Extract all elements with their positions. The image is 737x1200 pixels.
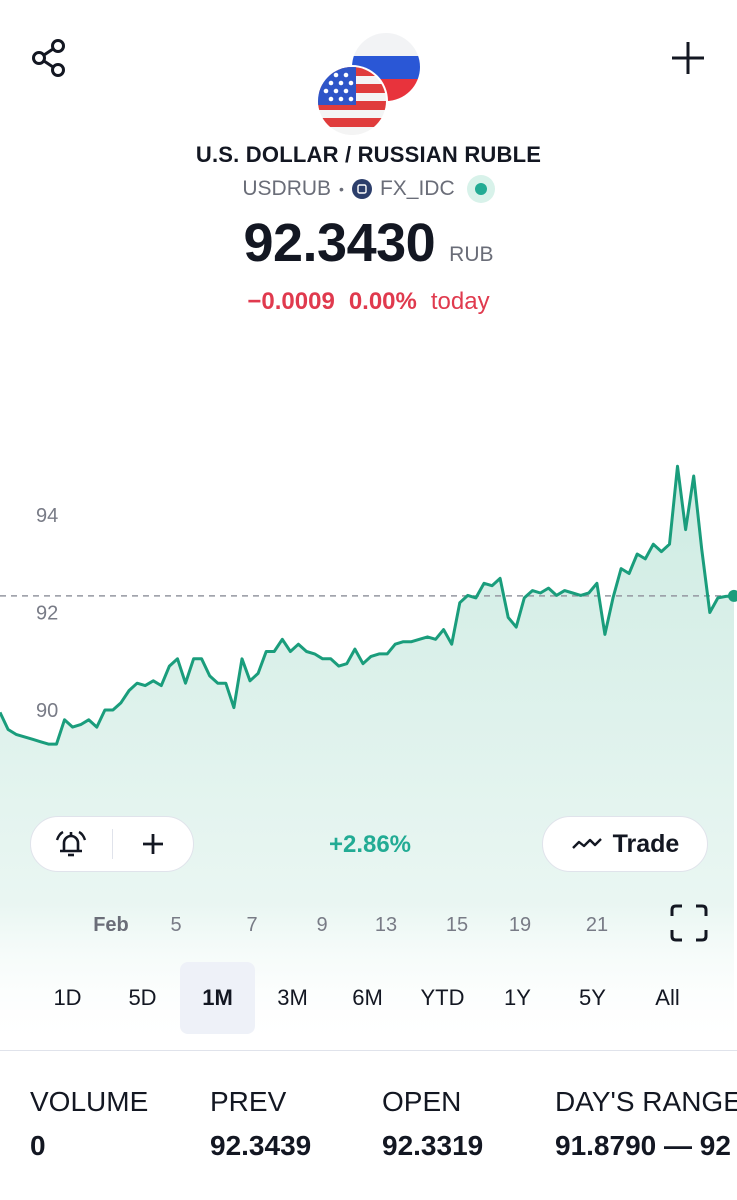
symbol-line: USDRUB • FX_IDC: [0, 175, 737, 203]
price-chart[interactable]: 94 92 90: [0, 330, 737, 1050]
period-change-percent: +2.86%: [328, 831, 412, 858]
stat-prev: PREV 92.3439: [210, 1086, 311, 1162]
market-open-dot-icon: [474, 183, 487, 195]
x-tick-label: 7: [246, 914, 258, 936]
chart-action-group: [30, 816, 194, 872]
us-flag-icon: [318, 67, 386, 135]
last-price: 92.3430: [243, 213, 436, 273]
y-tick-label: 94: [36, 505, 58, 527]
stat-label: DAY'S RANGE: [555, 1086, 737, 1117]
create-alert-button[interactable]: [31, 817, 112, 871]
alarm-clock-icon: [56, 830, 87, 857]
change-absolute: −0.0009: [247, 288, 335, 315]
data-source[interactable]: FX_IDC: [379, 177, 455, 200]
last-price-point: [728, 589, 737, 602]
change-row: −0.0009 0.00% today: [0, 288, 737, 316]
separator: •: [339, 181, 344, 197]
stat-label: OPEN: [382, 1086, 462, 1117]
period-6m[interactable]: 6M: [352, 985, 383, 1010]
divider: [111, 829, 113, 859]
price-currency: RUB: [449, 243, 494, 266]
add-to-watchlist-button[interactable]: [668, 38, 708, 78]
period-1m[interactable]: 1M: [180, 962, 255, 1034]
period-selector: 1D 5D 1M 3M 6M YTD 1Y 5Y All: [30, 962, 720, 1034]
plus-icon: [672, 42, 704, 74]
trend-icon: [571, 838, 602, 849]
x-tick-label: 9: [316, 914, 328, 936]
market-status-badge[interactable]: [466, 175, 495, 203]
plus-icon: [142, 834, 163, 854]
period-5y[interactable]: 5Y: [579, 985, 606, 1010]
fullscreen-button[interactable]: [668, 902, 710, 944]
expand-corners-icon: [670, 904, 708, 942]
price-row: 92.3430 RUB: [0, 212, 737, 274]
stat-label: PREV: [210, 1086, 287, 1117]
x-tick-label: Feb: [93, 914, 129, 936]
period-1d[interactable]: 1D: [53, 985, 82, 1010]
x-tick-label: 13: [374, 914, 398, 936]
stat-value: 91.8790 — 92: [555, 1130, 731, 1161]
stat-volume: VOLUME 0: [30, 1086, 148, 1162]
period-ytd[interactable]: YTD: [420, 985, 465, 1010]
share-icon: [32, 39, 65, 77]
change-period: today: [430, 288, 490, 315]
y-tick-label: 90: [36, 700, 58, 722]
x-tick-label: 19: [508, 914, 532, 936]
stat-value: 0: [30, 1130, 46, 1161]
stat-label: VOLUME: [30, 1086, 149, 1117]
share-button[interactable]: [30, 38, 70, 78]
stat-value: 92.3319: [382, 1130, 484, 1161]
currency-flags: [316, 33, 422, 137]
period-all[interactable]: All: [655, 985, 680, 1010]
divider: [0, 1050, 737, 1051]
period-1y[interactable]: 1Y: [504, 985, 531, 1010]
chart-area-fill: [0, 466, 734, 1050]
x-tick-label: 15: [445, 914, 469, 936]
period-3m[interactable]: 3M: [277, 985, 308, 1010]
stat-open: OPEN 92.3319: [382, 1086, 483, 1162]
symbol[interactable]: USDRUB: [242, 177, 332, 200]
change-percent: 0.00%: [348, 288, 417, 315]
stat-value: 92.3439: [210, 1130, 312, 1161]
x-tick-label: 5: [170, 914, 182, 936]
price-line: [0, 464, 735, 746]
period-5d[interactable]: 5D: [128, 985, 157, 1010]
stat-days-range: DAY'S RANGE 91.8790 — 92: [555, 1086, 737, 1162]
trade-label: Trade: [612, 829, 680, 858]
add-indicator-button[interactable]: [113, 817, 194, 871]
trade-button[interactable]: Trade: [542, 816, 708, 872]
x-tick-label: 21: [585, 914, 609, 936]
source-logo-icon: [351, 179, 372, 199]
instrument-name: U.S. DOLLAR / RUSSIAN RUBLE: [195, 142, 542, 167]
y-tick-label: 92: [36, 603, 58, 625]
